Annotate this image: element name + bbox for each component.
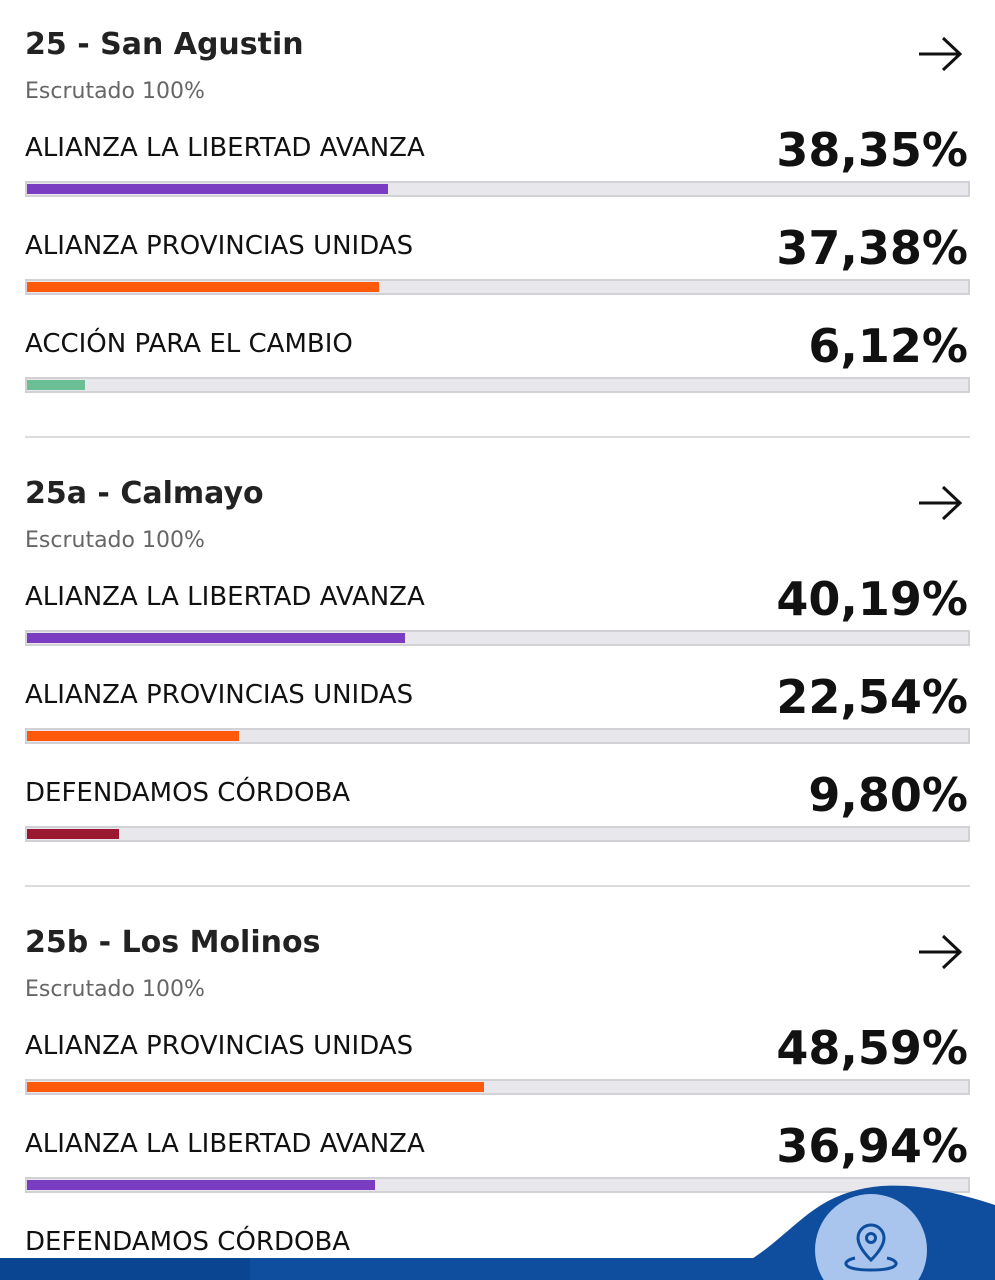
detail-arrow[interactable] xyxy=(915,483,965,527)
bar-track xyxy=(25,826,970,842)
section-divider xyxy=(25,885,970,887)
bar-fill xyxy=(27,1082,485,1092)
arrow-icon xyxy=(919,934,963,970)
section-divider xyxy=(25,436,970,438)
detail-arrow[interactable] xyxy=(915,932,965,976)
party-name: ALIANZA PROVINCIAS UNIDAS xyxy=(25,231,414,261)
section-title[interactable]: 25 - San Agustin xyxy=(25,27,304,62)
bar-fill xyxy=(27,633,406,643)
section-title[interactable]: 25a - Calmayo xyxy=(25,476,264,511)
party-percent: 38,35% xyxy=(776,123,968,177)
bar-fill xyxy=(27,184,388,194)
party-name: ALIANZA PROVINCIAS UNIDAS xyxy=(25,680,414,710)
party-name: ALIANZA LA LIBERTAD AVANZA xyxy=(25,133,425,163)
section-title[interactable]: 25b - Los Molinos xyxy=(25,925,321,960)
bar-track xyxy=(25,377,970,393)
party-name: DEFENDAMOS CÓRDOBA xyxy=(25,1227,351,1257)
bar-fill xyxy=(27,1180,375,1190)
section-status: Escrutado 100% xyxy=(25,79,205,104)
arrow-icon xyxy=(919,36,963,72)
detail-arrow[interactable] xyxy=(915,34,965,78)
party-percent: 6,12% xyxy=(808,319,968,373)
party-percent: 36,94% xyxy=(776,1119,968,1173)
party-percent: 37,38% xyxy=(776,221,968,275)
party-name: ACCIÓN PARA EL CAMBIO xyxy=(25,329,353,359)
party-percent: 48,59% xyxy=(776,1021,968,1075)
bar-fill xyxy=(27,829,120,839)
party-name: ALIANZA LA LIBERTAD AVANZA xyxy=(25,1129,425,1159)
party-name: DEFENDAMOS CÓRDOBA xyxy=(25,778,351,808)
map-button[interactable] xyxy=(815,1194,927,1280)
section-status: Escrutado 100% xyxy=(25,528,205,553)
arrow-icon xyxy=(919,485,963,521)
party-name: ALIANZA LA LIBERTAD AVANZA xyxy=(25,582,425,612)
party-percent: 22,54% xyxy=(776,670,968,724)
bar-track xyxy=(25,728,970,744)
bar-fill xyxy=(27,282,379,292)
party-percent: 40,19% xyxy=(776,572,968,626)
party-name: ALIANZA PROVINCIAS UNIDAS xyxy=(25,1031,414,1061)
bar-fill xyxy=(27,731,240,741)
party-percent: 9,80% xyxy=(808,768,968,822)
bar-fill xyxy=(27,380,85,390)
section-status: Escrutado 100% xyxy=(25,977,205,1002)
bottom-nav xyxy=(0,1185,995,1280)
